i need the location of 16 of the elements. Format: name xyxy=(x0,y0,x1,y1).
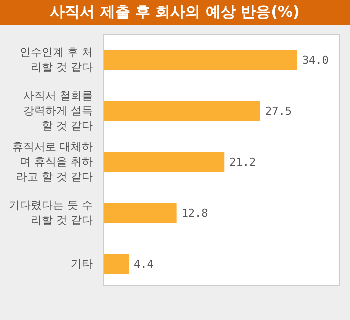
data-label: 21.2 xyxy=(230,156,256,170)
y-tick-label: 인수인계 후 처 리할 것 같다 xyxy=(20,46,93,74)
chart-title: 사직서 제출 후 회사의 예상 반응(%) xyxy=(0,0,350,25)
data-label: 34.0 xyxy=(302,54,329,68)
bar xyxy=(104,203,177,224)
bar xyxy=(104,50,298,70)
y-tick-label: 휴직서로 대체하 며 휴식을 취하 라고 할 것 같다 xyxy=(12,140,93,184)
bar xyxy=(104,152,225,172)
y-tick-label: 사직서 철회를 강력하게 설득 할 것 같다 xyxy=(24,90,93,133)
y-tick-label: 기다렸다는 듯 수 리할 것 같다 xyxy=(9,199,93,228)
data-label: 27.5 xyxy=(265,105,292,118)
data-label: 12.8 xyxy=(182,207,208,220)
y-tick-label: 기타 xyxy=(71,258,93,271)
bar xyxy=(104,254,130,274)
data-label: 4.4 xyxy=(134,258,154,272)
bar xyxy=(104,101,260,122)
